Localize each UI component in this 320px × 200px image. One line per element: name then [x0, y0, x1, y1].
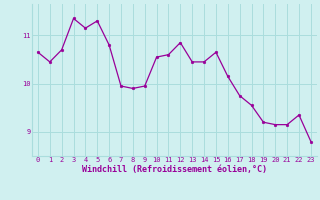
X-axis label: Windchill (Refroidissement éolien,°C): Windchill (Refroidissement éolien,°C) — [82, 165, 267, 174]
